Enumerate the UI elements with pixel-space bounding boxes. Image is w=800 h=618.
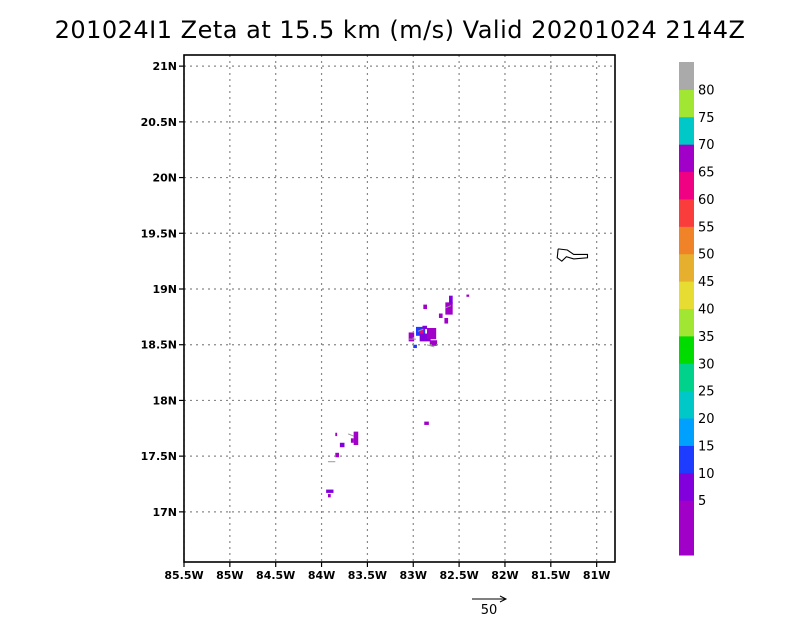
reference-vector-label: 50 — [481, 603, 498, 618]
y-tick-label: 20N — [152, 172, 177, 185]
island-outline — [556, 248, 589, 262]
colorbar-label: 5 — [698, 494, 706, 509]
colorbar-label: 70 — [698, 138, 715, 153]
data-cell-13 — [466, 294, 470, 297]
wind-vector — [347, 433, 354, 437]
colorbar-label: 60 — [698, 193, 715, 208]
colorbar-segment — [679, 226, 694, 255]
colorbar: 5 10 15 20 25 30 35 40 45 50 55 60 65 70 75 80 — [679, 62, 715, 556]
reference-vector-head — [499, 595, 508, 603]
colorbar-segment — [679, 308, 694, 337]
colorbar-segment — [679, 418, 694, 446]
colorbar-label: 30 — [698, 357, 715, 372]
data-cell-19 — [335, 452, 339, 458]
data-cell-8 — [423, 304, 428, 310]
data-cell-10 — [449, 295, 453, 304]
data-cell-5 — [413, 344, 417, 349]
colorbar-label: 50 — [698, 248, 715, 263]
data-cell-6 — [422, 325, 428, 330]
wind-vector — [417, 328, 424, 332]
data-cell-3 — [429, 340, 438, 346]
data-cells — [326, 294, 470, 498]
x-tick-label: 85.5W — [164, 569, 203, 582]
colorbar-label: 40 — [698, 303, 715, 318]
x-tick-label: 81.5W — [531, 569, 570, 582]
colorbar-segment — [679, 171, 694, 200]
colorbar-label: 45 — [698, 275, 715, 290]
colorbar-segment — [679, 472, 694, 501]
data-cell-12 — [438, 313, 443, 318]
data-cell-11 — [444, 317, 449, 324]
x-tick-label: 84.5W — [256, 569, 295, 582]
colorbar-segment — [679, 144, 694, 173]
colorbar-label: 10 — [698, 467, 715, 482]
x-tick-label: 82.5W — [439, 569, 478, 582]
colorbar-segment — [679, 198, 694, 227]
colorbar-label: 25 — [698, 385, 715, 400]
colorbar-label: 20 — [698, 412, 715, 427]
colorbar-segment — [679, 281, 694, 309]
data-cell-20 — [326, 489, 334, 493]
wind-vector — [445, 305, 452, 309]
colorbar-label: 35 — [698, 330, 715, 345]
colorbar-segment — [679, 62, 694, 90]
y-tick-label: 17N — [152, 506, 177, 519]
x-tick-label: 82W — [491, 569, 518, 582]
data-cell-17 — [339, 442, 345, 448]
data-cell-2 — [427, 328, 437, 340]
chart-title: 201024I1 Zeta at 15.5 km (m/s) Valid 202… — [54, 16, 746, 44]
data-cell-9 — [445, 302, 453, 315]
colorbar-segment — [679, 116, 694, 145]
colorbar-label: 15 — [698, 439, 715, 454]
reference-vector: 50 — [472, 595, 508, 618]
colorbar-segment — [679, 335, 694, 364]
x-tick-label: 81W — [583, 569, 610, 582]
colorbar-segment — [679, 253, 694, 282]
x-tick-label: 83W — [400, 569, 427, 582]
colorbar-label: 75 — [698, 111, 715, 126]
colorbar-segment — [679, 527, 694, 556]
x-tick-label: 83.5W — [348, 569, 387, 582]
data-cell-4 — [408, 332, 415, 342]
x-tick-label: 84W — [308, 569, 335, 582]
y-axis: 17N 17.5N 18N 18.5N 19N 19.5N 20N 20.5N 21N — [141, 60, 184, 519]
y-tick-label: 21N — [152, 60, 177, 73]
wind-vector — [426, 344, 435, 348]
colorbar-segment — [679, 363, 694, 392]
colorbar-segment — [679, 390, 694, 419]
colorbar-segment — [679, 89, 694, 118]
wind-vectors — [327, 305, 452, 463]
y-tick-label: 18.5N — [141, 339, 177, 352]
x-axis: 85.5W 85W 84.5W 84W 83.5W 83W 82.5W 82W 81.5W 81W — [164, 562, 610, 582]
y-tick-label: 18N — [152, 394, 177, 407]
coastline — [556, 248, 589, 262]
data-cell-21 — [327, 494, 331, 498]
y-tick-label: 19N — [152, 283, 177, 296]
y-tick-label: 17.5N — [141, 450, 177, 463]
y-tick-label: 20.5N — [141, 116, 177, 129]
data-cell-15 — [353, 431, 359, 445]
plot-frame — [183, 54, 616, 563]
colorbar-label: 55 — [698, 220, 715, 235]
data-cell-7 — [419, 330, 424, 334]
colorbar-segment — [679, 500, 694, 529]
colorbar-label: 65 — [698, 166, 715, 181]
data-cell-14 — [424, 421, 429, 425]
y-tick-label: 19.5N — [141, 227, 177, 240]
gridlines — [183, 55, 615, 562]
data-cell-1 — [419, 333, 431, 342]
data-cell-18 — [335, 432, 338, 437]
colorbar-segment — [679, 445, 694, 474]
x-tick-label: 85W — [216, 569, 243, 582]
data-cell-16 — [350, 438, 354, 443]
colorbar-label: 80 — [698, 83, 715, 98]
